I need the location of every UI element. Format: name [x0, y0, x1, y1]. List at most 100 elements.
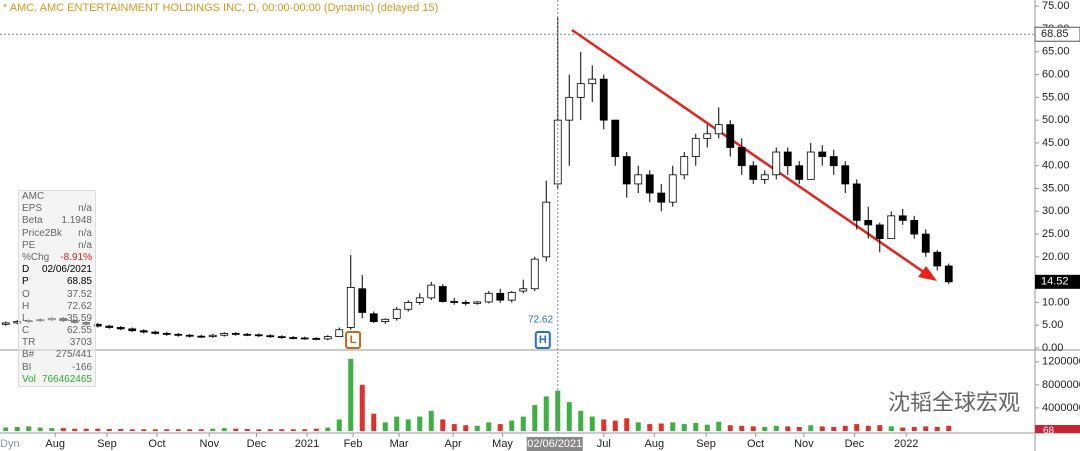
candle-body: [703, 133, 712, 139]
candle-body: [162, 333, 171, 335]
y-tick-label: 55.00: [1042, 91, 1070, 103]
candle-body: [392, 308, 401, 319]
candle-body: [921, 233, 930, 253]
candle-body: [404, 302, 413, 310]
candle-body: [772, 151, 781, 176]
volume-bar: [486, 422, 492, 431]
candle-body: [151, 331, 160, 334]
panel-key: P: [22, 276, 29, 288]
candle-body: [381, 318, 390, 322]
candle-body: [841, 165, 850, 185]
x-tick-label: 2022: [894, 438, 918, 450]
panel-value: n/a: [78, 239, 92, 251]
volume-tick-label: 8000000: [1042, 379, 1080, 391]
candle-body: [105, 325, 114, 328]
volume-bar: [336, 419, 342, 431]
volume-bar: [854, 424, 860, 431]
panel-row: AMC: [19, 191, 95, 203]
volume-bar: [302, 429, 308, 431]
x-tick-label: Dec: [845, 438, 865, 450]
panel-value: 3703: [69, 337, 92, 349]
volume-bar: [405, 419, 411, 431]
panel-value: -8.91%: [60, 251, 92, 263]
candle-body: [887, 215, 896, 240]
candle-body: [875, 224, 884, 240]
y-tick-label: 35.00: [1042, 182, 1070, 194]
high-badge: [534, 331, 551, 349]
panel-key: Beta: [22, 215, 43, 227]
volume-bar: [359, 384, 365, 431]
panel-row: O 37.52: [19, 289, 95, 301]
panel-row: L 35.59: [19, 313, 95, 325]
panel-value: 35.59: [66, 312, 92, 324]
volume-bar: [946, 425, 952, 431]
volume-bar: [371, 413, 377, 431]
volume-bar: [785, 426, 791, 431]
volume-bar: [279, 429, 285, 431]
low-badge-label: L: [350, 334, 357, 346]
candle-body: [358, 288, 367, 313]
volume-bar: [141, 429, 147, 431]
volume-bar: [601, 419, 607, 431]
y-tick-label: 60.00: [1042, 68, 1070, 80]
candle-body: [128, 328, 137, 332]
panel-value: 72.62: [66, 300, 92, 312]
candle-body: [645, 174, 654, 194]
x-tick-label: Oct: [148, 438, 165, 450]
volume-bar: [819, 426, 825, 431]
volume-bar: [14, 426, 20, 431]
x-tick-label: Aug: [645, 438, 665, 450]
candle-body: [737, 147, 746, 167]
candle-body: [369, 313, 378, 322]
candle-body: [277, 336, 286, 339]
volume-bar: [658, 423, 664, 431]
info-panel: AMC EPS n/a Beta 1.1948 Price2Bk n/a PE n/a %Chg -…: [18, 190, 96, 387]
candle-body: [852, 183, 861, 221]
y-tick-label: 75.00: [1042, 0, 1070, 12]
x-tick-label: Sep: [696, 438, 716, 450]
candle-body: [530, 258, 539, 290]
candle-body: [599, 78, 608, 121]
volume-bar: [129, 429, 135, 431]
volume-bar: [497, 424, 503, 431]
candle-body: [611, 119, 620, 157]
symbol: AMC: [22, 191, 45, 202]
candle-body: [806, 151, 815, 180]
candle-body: [231, 333, 240, 335]
volume-bar: [509, 420, 515, 431]
panel-row: Price2Bk n/a: [19, 228, 95, 240]
volume-bar: [831, 426, 837, 431]
volume-bar: [635, 422, 641, 431]
volume-bar: [750, 426, 756, 431]
candle-body: [680, 156, 689, 176]
volume-bar: [739, 425, 745, 431]
volume-bar: [555, 390, 561, 431]
volume-bar: [72, 428, 78, 431]
y-tick-label: 50.00: [1042, 114, 1070, 126]
volume-bar: [152, 429, 158, 431]
candle-body: [898, 215, 907, 221]
volume-bar: [382, 422, 388, 431]
high-value: 72.62: [528, 315, 553, 326]
volume-bar: [704, 424, 710, 431]
candle-body: [438, 286, 447, 302]
y-tick-label: 25.00: [1042, 228, 1070, 240]
volume-bar: [60, 428, 66, 431]
volume-bar: [290, 429, 296, 431]
candle-body: [473, 301, 482, 304]
volume-bar: [428, 410, 434, 431]
candle-body: [668, 174, 677, 203]
volume-bar: [348, 358, 354, 431]
y-tick-label: 45.00: [1042, 137, 1070, 149]
last-price: 14.52: [1041, 276, 1069, 288]
candle-body: [795, 165, 804, 180]
volume-bar: [578, 410, 584, 431]
candle-body: [783, 151, 792, 167]
y-tick-label: 10.00: [1042, 296, 1070, 308]
volume-bar: [543, 396, 549, 431]
x-tick-label: Feb: [344, 438, 363, 450]
volume-last: 68: [1043, 426, 1055, 437]
panel-value: n/a: [78, 227, 92, 239]
